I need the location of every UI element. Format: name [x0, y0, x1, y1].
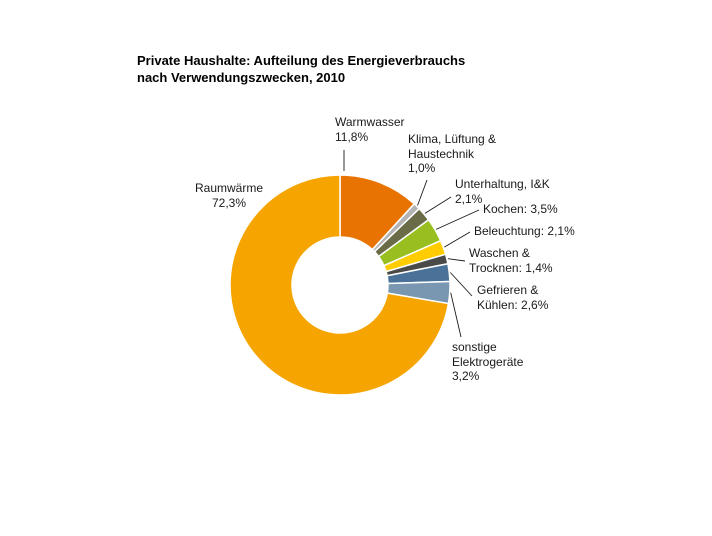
chart-title-line-2: nach Verwendungszwecken, 2010: [137, 70, 346, 85]
leader-line: [435, 209, 480, 230]
leader-line: [449, 272, 473, 297]
leader-line: [444, 231, 471, 248]
leader-line: [424, 196, 452, 214]
leader-line: [417, 179, 428, 206]
chart-title: Private Haushalte: Aufteilung des Energi…: [137, 52, 465, 86]
chart-title-line-1: Private Haushalte: Aufteilung des Energi…: [137, 53, 466, 68]
leader-line: [447, 258, 466, 262]
slice-raumw-rme: [229, 174, 450, 396]
leader-line: [450, 292, 462, 338]
